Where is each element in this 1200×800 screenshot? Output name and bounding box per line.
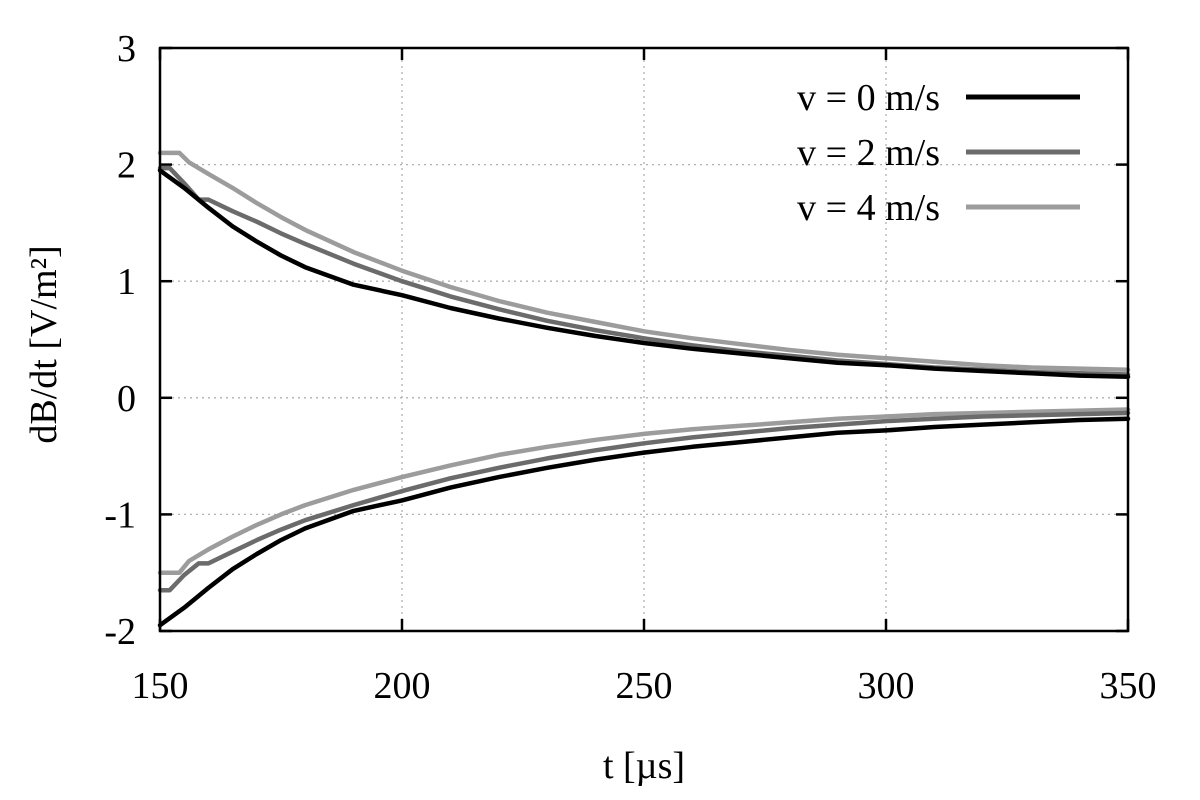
y-tick-label-1: 1	[117, 261, 136, 303]
series-2-upper-line	[157, 150, 1131, 373]
legend-entry-2: v = 4 m/s	[797, 187, 1080, 229]
x-tick-label-150: 150	[132, 665, 189, 707]
legend-label-2: v = 4 m/s	[797, 187, 940, 229]
legend-label-1: v = 2 m/s	[797, 132, 940, 174]
y-tick-label-0: 0	[117, 378, 136, 420]
series-1-lower-line	[157, 410, 1131, 593]
y-tick-label-3: 3	[117, 28, 136, 70]
y-tick-label-2: 2	[117, 145, 136, 187]
grid-lines	[160, 48, 1128, 631]
legend-label-0: v = 0 m/s	[797, 77, 940, 119]
legend: v = 0 m/s v = 2 m/s v = 4 m/s	[797, 77, 1080, 229]
axis-tick-labels: 150 200 250 300 350 -2 -1 0 1 2 3	[104, 28, 1156, 707]
legend-entry-0: v = 0 m/s	[797, 77, 1080, 119]
y-tick-label--1: -1	[104, 494, 136, 536]
x-tick-label-200: 200	[374, 665, 431, 707]
series-lines	[157, 150, 1131, 628]
axis-ticks	[158, 46, 1130, 633]
x-axis-title: t [µs]	[603, 745, 685, 787]
y-tick-label--2: -2	[104, 611, 136, 653]
legend-entry-1: v = 2 m/s	[797, 132, 1080, 174]
x-tick-label-250: 250	[616, 665, 673, 707]
series-0-upper-line	[157, 168, 1131, 380]
x-tick-label-350: 350	[1100, 665, 1157, 707]
y-axis-title: dB/dt [V/m²]	[23, 245, 65, 443]
series-0-lower-line	[157, 416, 1131, 628]
x-tick-label-300: 300	[858, 665, 915, 707]
series-2-lower-line	[157, 407, 1131, 575]
